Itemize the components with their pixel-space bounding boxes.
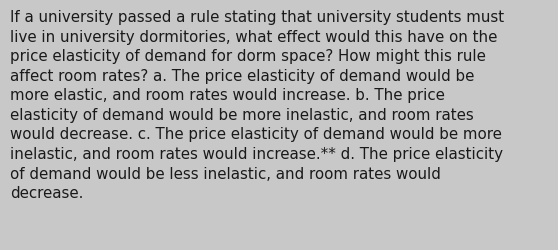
Text: If a university passed a rule stating that university students must
live in univ: If a university passed a rule stating th… <box>10 10 504 200</box>
